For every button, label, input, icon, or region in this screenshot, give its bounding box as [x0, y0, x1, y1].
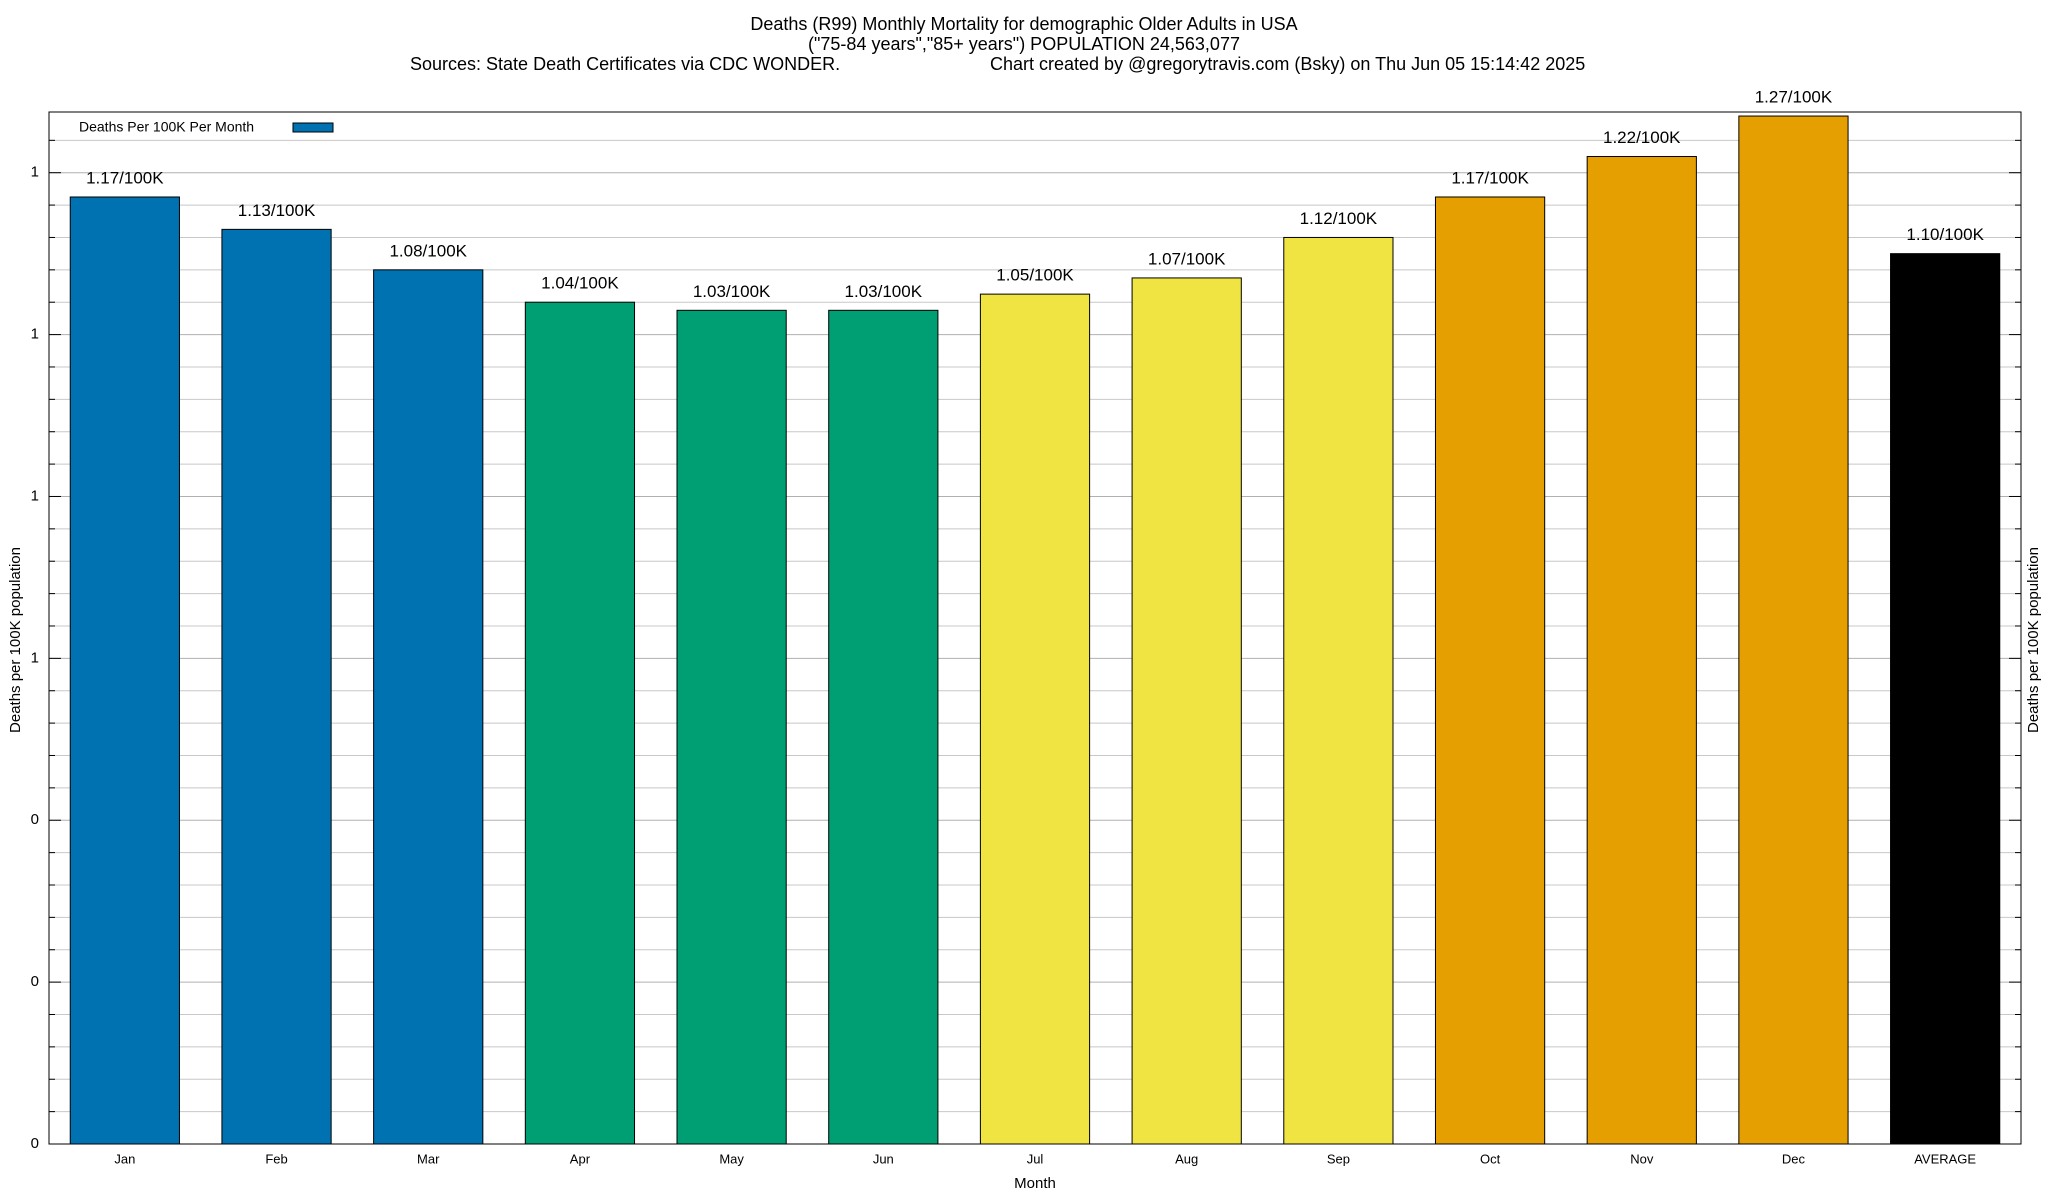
- x-tick-label: May: [719, 1151, 744, 1166]
- value-label: 1.08/100K: [389, 241, 467, 260]
- x-tick-label: Aug: [1175, 1151, 1198, 1166]
- y-tick-label: 1: [31, 487, 39, 504]
- y-tick-label: 0: [31, 811, 39, 828]
- x-tick-label: Feb: [265, 1151, 287, 1166]
- y-tick-label: 1: [31, 326, 39, 343]
- value-label: 1.03/100K: [693, 282, 771, 301]
- y-axis-label: Deaths per 100K population: [7, 547, 24, 733]
- y2-axis-label: Deaths per 100K population: [2025, 547, 2042, 733]
- x-axis-label: Month: [1014, 1175, 1056, 1192]
- legend-swatch: [292, 122, 334, 133]
- value-label: 1.03/100K: [845, 282, 923, 301]
- x-tick-label: Oct: [1480, 1151, 1501, 1166]
- bar: [1890, 253, 2001, 1145]
- bar: [69, 196, 180, 1145]
- chart-title: Deaths (R99) Monthly Mortality for demog…: [750, 14, 1297, 34]
- bar: [373, 269, 484, 1145]
- x-tick-label: Apr: [570, 1151, 591, 1166]
- bar: [1131, 277, 1242, 1145]
- value-label: 1.07/100K: [1148, 249, 1226, 268]
- value-label: 1.05/100K: [996, 266, 1074, 285]
- bar: [1586, 156, 1697, 1145]
- bar: [676, 309, 787, 1145]
- y-tick-label: 0: [31, 1135, 39, 1152]
- legend-label: Deaths Per 100K Per Month: [79, 119, 254, 135]
- y-tick-label: 0: [31, 973, 39, 990]
- chart-subtitle: ("75-84 years","85+ years") POPULATION 2…: [808, 34, 1240, 54]
- x-tick-label: Dec: [1782, 1151, 1806, 1166]
- value-label: 1.13/100K: [238, 201, 316, 220]
- value-label: 1.10/100K: [1906, 225, 1984, 244]
- value-label: 1.22/100K: [1603, 128, 1681, 147]
- x-tick-label: Nov: [1630, 1151, 1654, 1166]
- bar: [1738, 115, 1849, 1145]
- y-tick-label: 1: [31, 164, 39, 181]
- value-label: 1.17/100K: [86, 168, 164, 187]
- bar: [828, 309, 939, 1145]
- x-tick-label: Jan: [114, 1151, 135, 1166]
- x-tick-label: Jun: [873, 1151, 894, 1166]
- x-tick-label: Sep: [1327, 1151, 1350, 1166]
- bar: [1434, 196, 1546, 1145]
- credit: Chart created by @gregorytravis.com (Bsk…: [990, 54, 1585, 74]
- value-label: 1.12/100K: [1300, 209, 1378, 228]
- plot-frame: [48, 111, 2022, 1145]
- x-tick-label: Mar: [417, 1151, 440, 1166]
- y-tick-label: 1: [31, 649, 39, 666]
- value-label: 1.04/100K: [541, 274, 619, 293]
- bar: [221, 228, 332, 1145]
- bar: [979, 293, 1091, 1145]
- source: Sources: State Death Certificates via CD…: [410, 54, 840, 74]
- value-label: 1.17/100K: [1451, 168, 1529, 187]
- x-tick-label: Jul: [1027, 1151, 1044, 1166]
- value-label: 1.27/100K: [1755, 88, 1833, 107]
- bar: [524, 301, 636, 1145]
- bar: [1283, 236, 1394, 1145]
- x-tick-label: AVERAGE: [1914, 1151, 1976, 1166]
